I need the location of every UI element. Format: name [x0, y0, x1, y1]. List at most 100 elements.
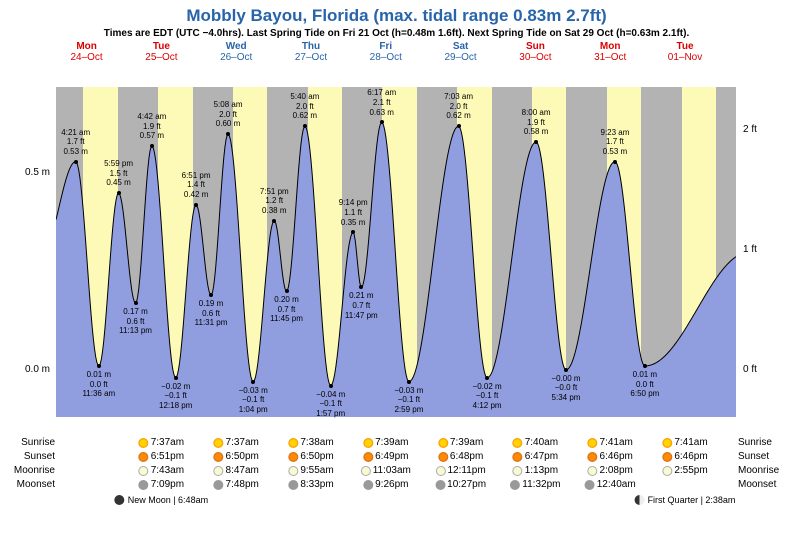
tide-label: −0.04 m−0.1 ft1:57 pm: [316, 390, 345, 419]
y-tick-right: 0 ft: [743, 364, 793, 375]
sunrise-icon: [288, 438, 298, 448]
tide-point: [74, 160, 78, 164]
moonset-value: 7:09pm: [139, 479, 184, 490]
tide-label: 7:03 am2.0 ft0.62 m: [444, 92, 473, 121]
tide-point: [251, 380, 255, 384]
date-header: Tue01–Nov: [668, 41, 702, 63]
tide-point: [380, 120, 384, 124]
moonrise-icon: [361, 466, 371, 476]
sun-row-mr: MoonriseMoonrise7:43am8:47am9:55am11:03a…: [0, 465, 793, 479]
moonrise-icon: [288, 466, 298, 476]
moon-phase-row: New Moon | 6:48amFirst Quarter | 2:38am: [0, 495, 793, 509]
sunrise-icon: [662, 438, 672, 448]
sunset-value: 6:48pm: [438, 451, 483, 462]
y-tick-left: 0.5 m: [0, 167, 50, 178]
tide-label: 0.01 m0.0 ft11:36 am: [82, 370, 115, 399]
tide-label: 4:42 am1.9 ft0.57 m: [137, 112, 166, 141]
tide-point: [329, 384, 333, 388]
tide-label: 9:14 pm1.1 ft0.35 m: [339, 198, 368, 227]
sun-row-sr: SunriseSunrise7:37am7:37am7:38am7:39am7:…: [0, 437, 793, 451]
moon-phase: New Moon | 6:48am: [115, 495, 208, 505]
chart-title: Mobbly Bayou, Florida (max. tidal range …: [0, 0, 793, 26]
tide-label: 0.17 m0.6 ft11:13 pm: [119, 307, 152, 336]
y-tick-right: 2 ft: [743, 124, 793, 135]
sunrise-icon: [513, 438, 523, 448]
tide-label: 5:40 am2.0 ft0.62 m: [290, 92, 319, 121]
sunset-icon: [438, 452, 448, 462]
sunrise-icon: [139, 438, 149, 448]
sun-moon-block: SunriseSunrise7:37am7:37am7:38am7:39am7:…: [0, 437, 793, 493]
tide-label: −0.02 m−0.1 ft4:12 pm: [473, 382, 502, 411]
sunset-value: 6:50pm: [288, 451, 333, 462]
moonset-value: 8:33pm: [288, 479, 333, 490]
sunrise-value: 7:37am: [139, 437, 184, 448]
moonrise-value: 7:43am: [139, 465, 184, 476]
tide-point: [351, 230, 355, 234]
moon-phase-icon: [635, 495, 645, 505]
sunset-value: 6:50pm: [214, 451, 259, 462]
y-tick-right: 1 ft: [743, 244, 793, 255]
sunset-icon: [513, 452, 523, 462]
tide-chart: 4:21 am1.7 ft0.53 m 0.01 m0.0 ft11:36 am 5…: [0, 87, 793, 417]
moonset-value: 10:27pm: [435, 479, 486, 490]
sunrise-value: 7:41am: [588, 437, 633, 448]
plot-area: 4:21 am1.7 ft0.53 m 0.01 m0.0 ft11:36 am 5…: [56, 87, 736, 417]
row-label: Moonset: [738, 479, 788, 490]
tide-label: 4:21 am1.7 ft0.53 m: [61, 128, 90, 157]
moonset-value: 11:32pm: [510, 479, 560, 490]
sunset-value: 6:51pm: [139, 451, 184, 462]
tide-label: −0.03 m−0.1 ft2:59 pm: [394, 386, 423, 415]
tide-point: [643, 364, 647, 368]
sunrise-icon: [438, 438, 448, 448]
tide-point: [285, 289, 289, 293]
sunrise-value: 7:39am: [438, 437, 483, 448]
moonset-icon: [139, 480, 149, 490]
moonset-icon: [435, 480, 445, 490]
date-header: Tue25–Oct: [145, 41, 177, 63]
sunset-value: 6:46pm: [662, 451, 707, 462]
row-label: Moonrise: [738, 465, 788, 476]
tide-label: 7:51 pm1.2 ft0.38 m: [260, 187, 289, 216]
tide-label: 5:08 am2.0 ft0.60 m: [214, 100, 243, 129]
sunrise-value: 7:38am: [288, 437, 333, 448]
chart-subtitle: Times are EDT (UTC −4.0hrs). Last Spring…: [0, 26, 793, 39]
sunrise-value: 7:40am: [513, 437, 558, 448]
y-tick-left: 0.0 m: [0, 364, 50, 375]
tide-label: 9:23 am1.7 ft0.53 m: [601, 128, 630, 157]
moonrise-icon: [588, 466, 598, 476]
moonset-icon: [585, 480, 595, 490]
moonrise-value: 11:03am: [361, 465, 411, 476]
moonset-value: 7:48pm: [214, 479, 259, 490]
tide-point: [226, 132, 230, 136]
date-header: Mon24–Oct: [70, 41, 102, 63]
sunset-value: 6:47pm: [513, 451, 558, 462]
date-header: Thu27–Oct: [295, 41, 327, 63]
moonset-icon: [510, 480, 520, 490]
sunrise-value: 7:39am: [363, 437, 408, 448]
tide-label: 6:51 pm1.4 ft0.42 m: [182, 171, 211, 200]
tide-label: −0.03 m−0.1 ft1:04 pm: [239, 386, 268, 415]
tide-label: 5:59 pm1.5 ft0.45 m: [104, 159, 133, 188]
tide-label: −0.02 m−0.1 ft12:18 pm: [159, 382, 192, 411]
moonrise-icon: [662, 466, 672, 476]
moonset-value: 12:40am: [585, 479, 636, 490]
row-label: Sunrise: [738, 437, 788, 448]
sunset-value: 6:49pm: [363, 451, 408, 462]
moon-phase-icon: [115, 495, 125, 505]
sunrise-value: 7:37am: [214, 437, 259, 448]
tide-point: [134, 301, 138, 305]
sunrise-icon: [214, 438, 224, 448]
moonrise-value: 9:55am: [288, 465, 333, 476]
moonrise-icon: [436, 466, 446, 476]
sunset-icon: [214, 452, 224, 462]
row-label: Sunset: [738, 451, 788, 462]
tide-point: [150, 144, 154, 148]
tide-point: [407, 380, 411, 384]
tide-label: 0.01 m0.0 ft6:50 pm: [630, 370, 659, 399]
tide-label: 0.21 m0.7 ft11:47 pm: [345, 291, 378, 320]
moonrise-value: 2:55pm: [662, 465, 707, 476]
row-label: Moonset: [5, 479, 55, 490]
moonset-icon: [363, 480, 373, 490]
moonrise-value: 8:47am: [214, 465, 259, 476]
sun-row-ms: MoonsetMoonset7:09pm7:48pm8:33pm9:26pm10…: [0, 479, 793, 493]
